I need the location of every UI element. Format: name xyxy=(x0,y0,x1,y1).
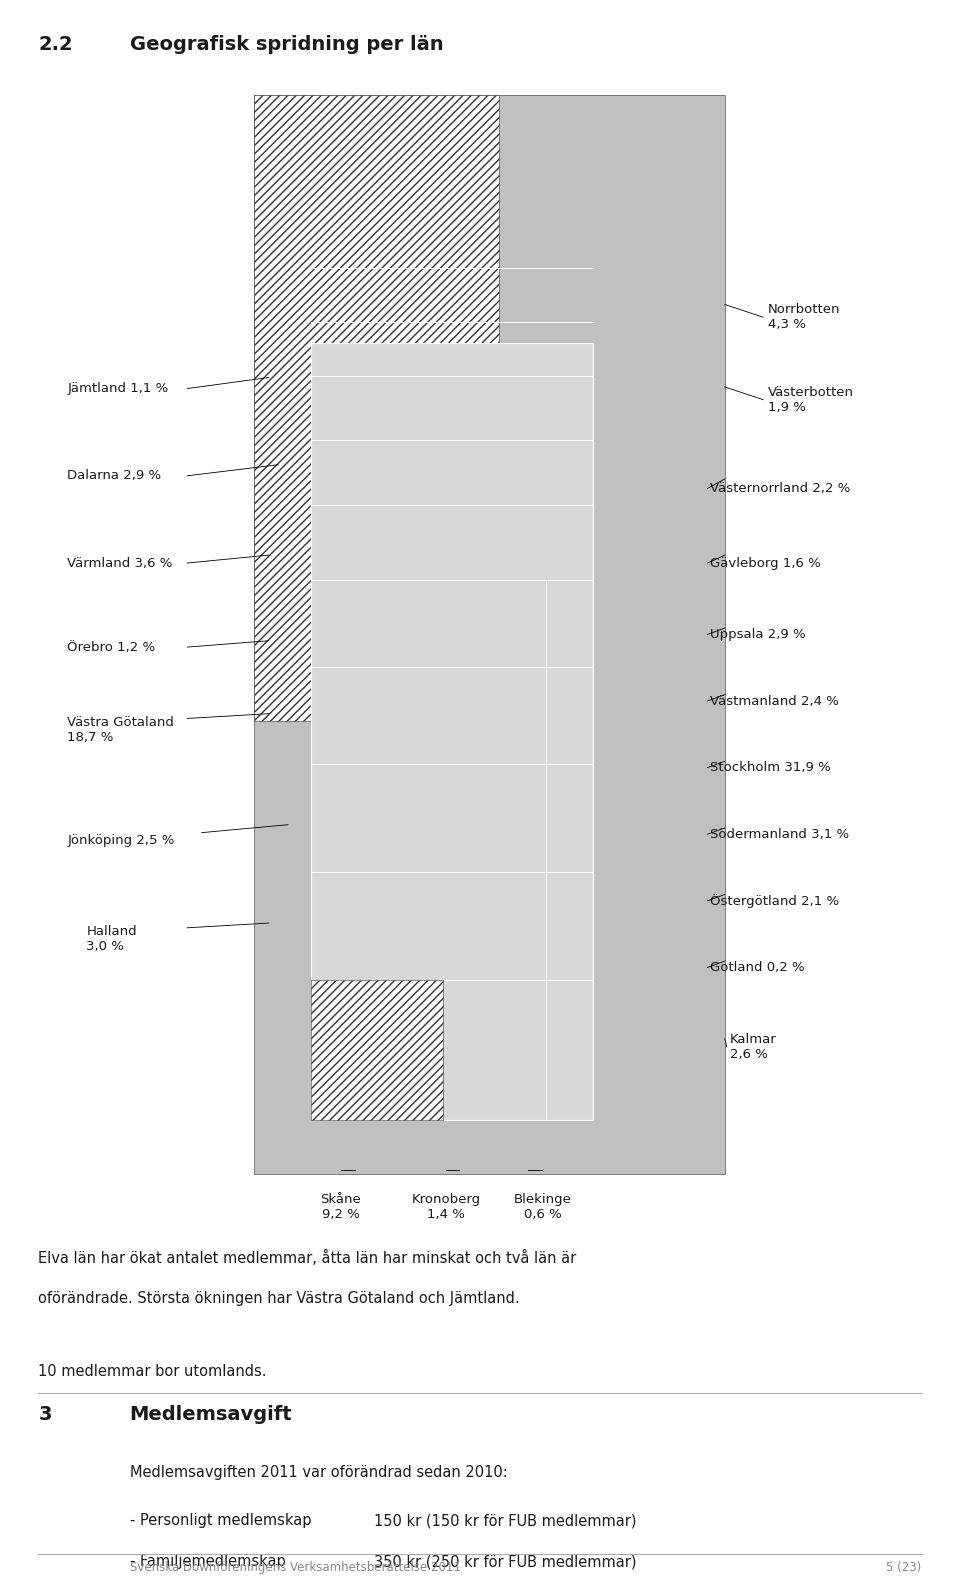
Text: 3: 3 xyxy=(38,1405,52,1424)
Text: - Personligt medlemskap: - Personligt medlemskap xyxy=(130,1513,311,1527)
Text: Medlemsavgift: Medlemsavgift xyxy=(130,1405,292,1424)
Text: Norrbotten
4,3 %: Norrbotten 4,3 % xyxy=(768,303,841,331)
Text: Västernorrland 2,2 %: Västernorrland 2,2 % xyxy=(710,482,851,495)
Text: 2.2: 2.2 xyxy=(38,35,73,54)
Text: Västerbotten
1,9 %: Västerbotten 1,9 % xyxy=(768,385,854,414)
Text: Gotland 0,2 %: Gotland 0,2 % xyxy=(710,961,805,974)
Bar xyxy=(254,95,499,720)
Text: Östergötland 2,1 %: Östergötland 2,1 % xyxy=(710,895,840,907)
Text: Svenska Downföreningens Verksamhetsberättelse 2011: Svenska Downföreningens Verksamhetsberät… xyxy=(130,1561,461,1573)
Text: oförändrade. Största ökningen har Västra Götaland och Jämtland.: oförändrade. Största ökningen har Västra… xyxy=(38,1291,520,1305)
Text: 10 medlemmar bor utomlands.: 10 medlemmar bor utomlands. xyxy=(38,1364,267,1378)
Text: Jämtland 1,1 %: Jämtland 1,1 % xyxy=(67,382,168,395)
Text: Kalmar
2,6 %: Kalmar 2,6 % xyxy=(730,1032,777,1061)
Text: Skåne
9,2 %: Skåne 9,2 % xyxy=(321,1193,361,1221)
Text: Elva län har ökat antalet medlemmar, åtta län har minskat och två län är: Elva län har ökat antalet medlemmar, ått… xyxy=(38,1250,577,1266)
Text: Uppsala 2,9 %: Uppsala 2,9 % xyxy=(710,628,806,641)
Text: 350 kr (250 kr för FUB medlemmar): 350 kr (250 kr för FUB medlemmar) xyxy=(374,1554,636,1569)
Bar xyxy=(311,980,443,1120)
Text: 5 (23): 5 (23) xyxy=(886,1561,922,1573)
Text: Värmland 3,6 %: Värmland 3,6 % xyxy=(67,557,173,569)
Bar xyxy=(254,95,725,1174)
Text: 150 kr (150 kr för FUB medlemmar): 150 kr (150 kr för FUB medlemmar) xyxy=(374,1513,636,1527)
Text: Blekinge
0,6 %: Blekinge 0,6 % xyxy=(514,1193,571,1221)
Text: Örebro 1,2 %: Örebro 1,2 % xyxy=(67,641,156,653)
Text: Geografisk spridning per län: Geografisk spridning per län xyxy=(130,35,444,54)
Text: - Familjemedlemskap: - Familjemedlemskap xyxy=(130,1554,285,1569)
Text: Halland
3,0 %: Halland 3,0 % xyxy=(86,925,137,953)
Text: Stockholm 31,9 %: Stockholm 31,9 % xyxy=(710,761,831,774)
Text: Västra Götaland
18,7 %: Västra Götaland 18,7 % xyxy=(67,715,174,744)
Text: Dalarna 2,9 %: Dalarna 2,9 % xyxy=(67,469,161,482)
Text: Södermanland 3,1 %: Södermanland 3,1 % xyxy=(710,828,850,841)
Text: Jönköping 2,5 %: Jönköping 2,5 % xyxy=(67,834,175,847)
Text: Gävleborg 1,6 %: Gävleborg 1,6 % xyxy=(710,557,821,569)
Text: Västmanland 2,4 %: Västmanland 2,4 % xyxy=(710,695,839,707)
Bar xyxy=(311,343,593,1120)
Text: Kronoberg
1,4 %: Kronoberg 1,4 % xyxy=(412,1193,481,1221)
Text: Medlemsavgiften 2011 var oförändrad sedan 2010:: Medlemsavgiften 2011 var oförändrad seda… xyxy=(130,1465,507,1480)
